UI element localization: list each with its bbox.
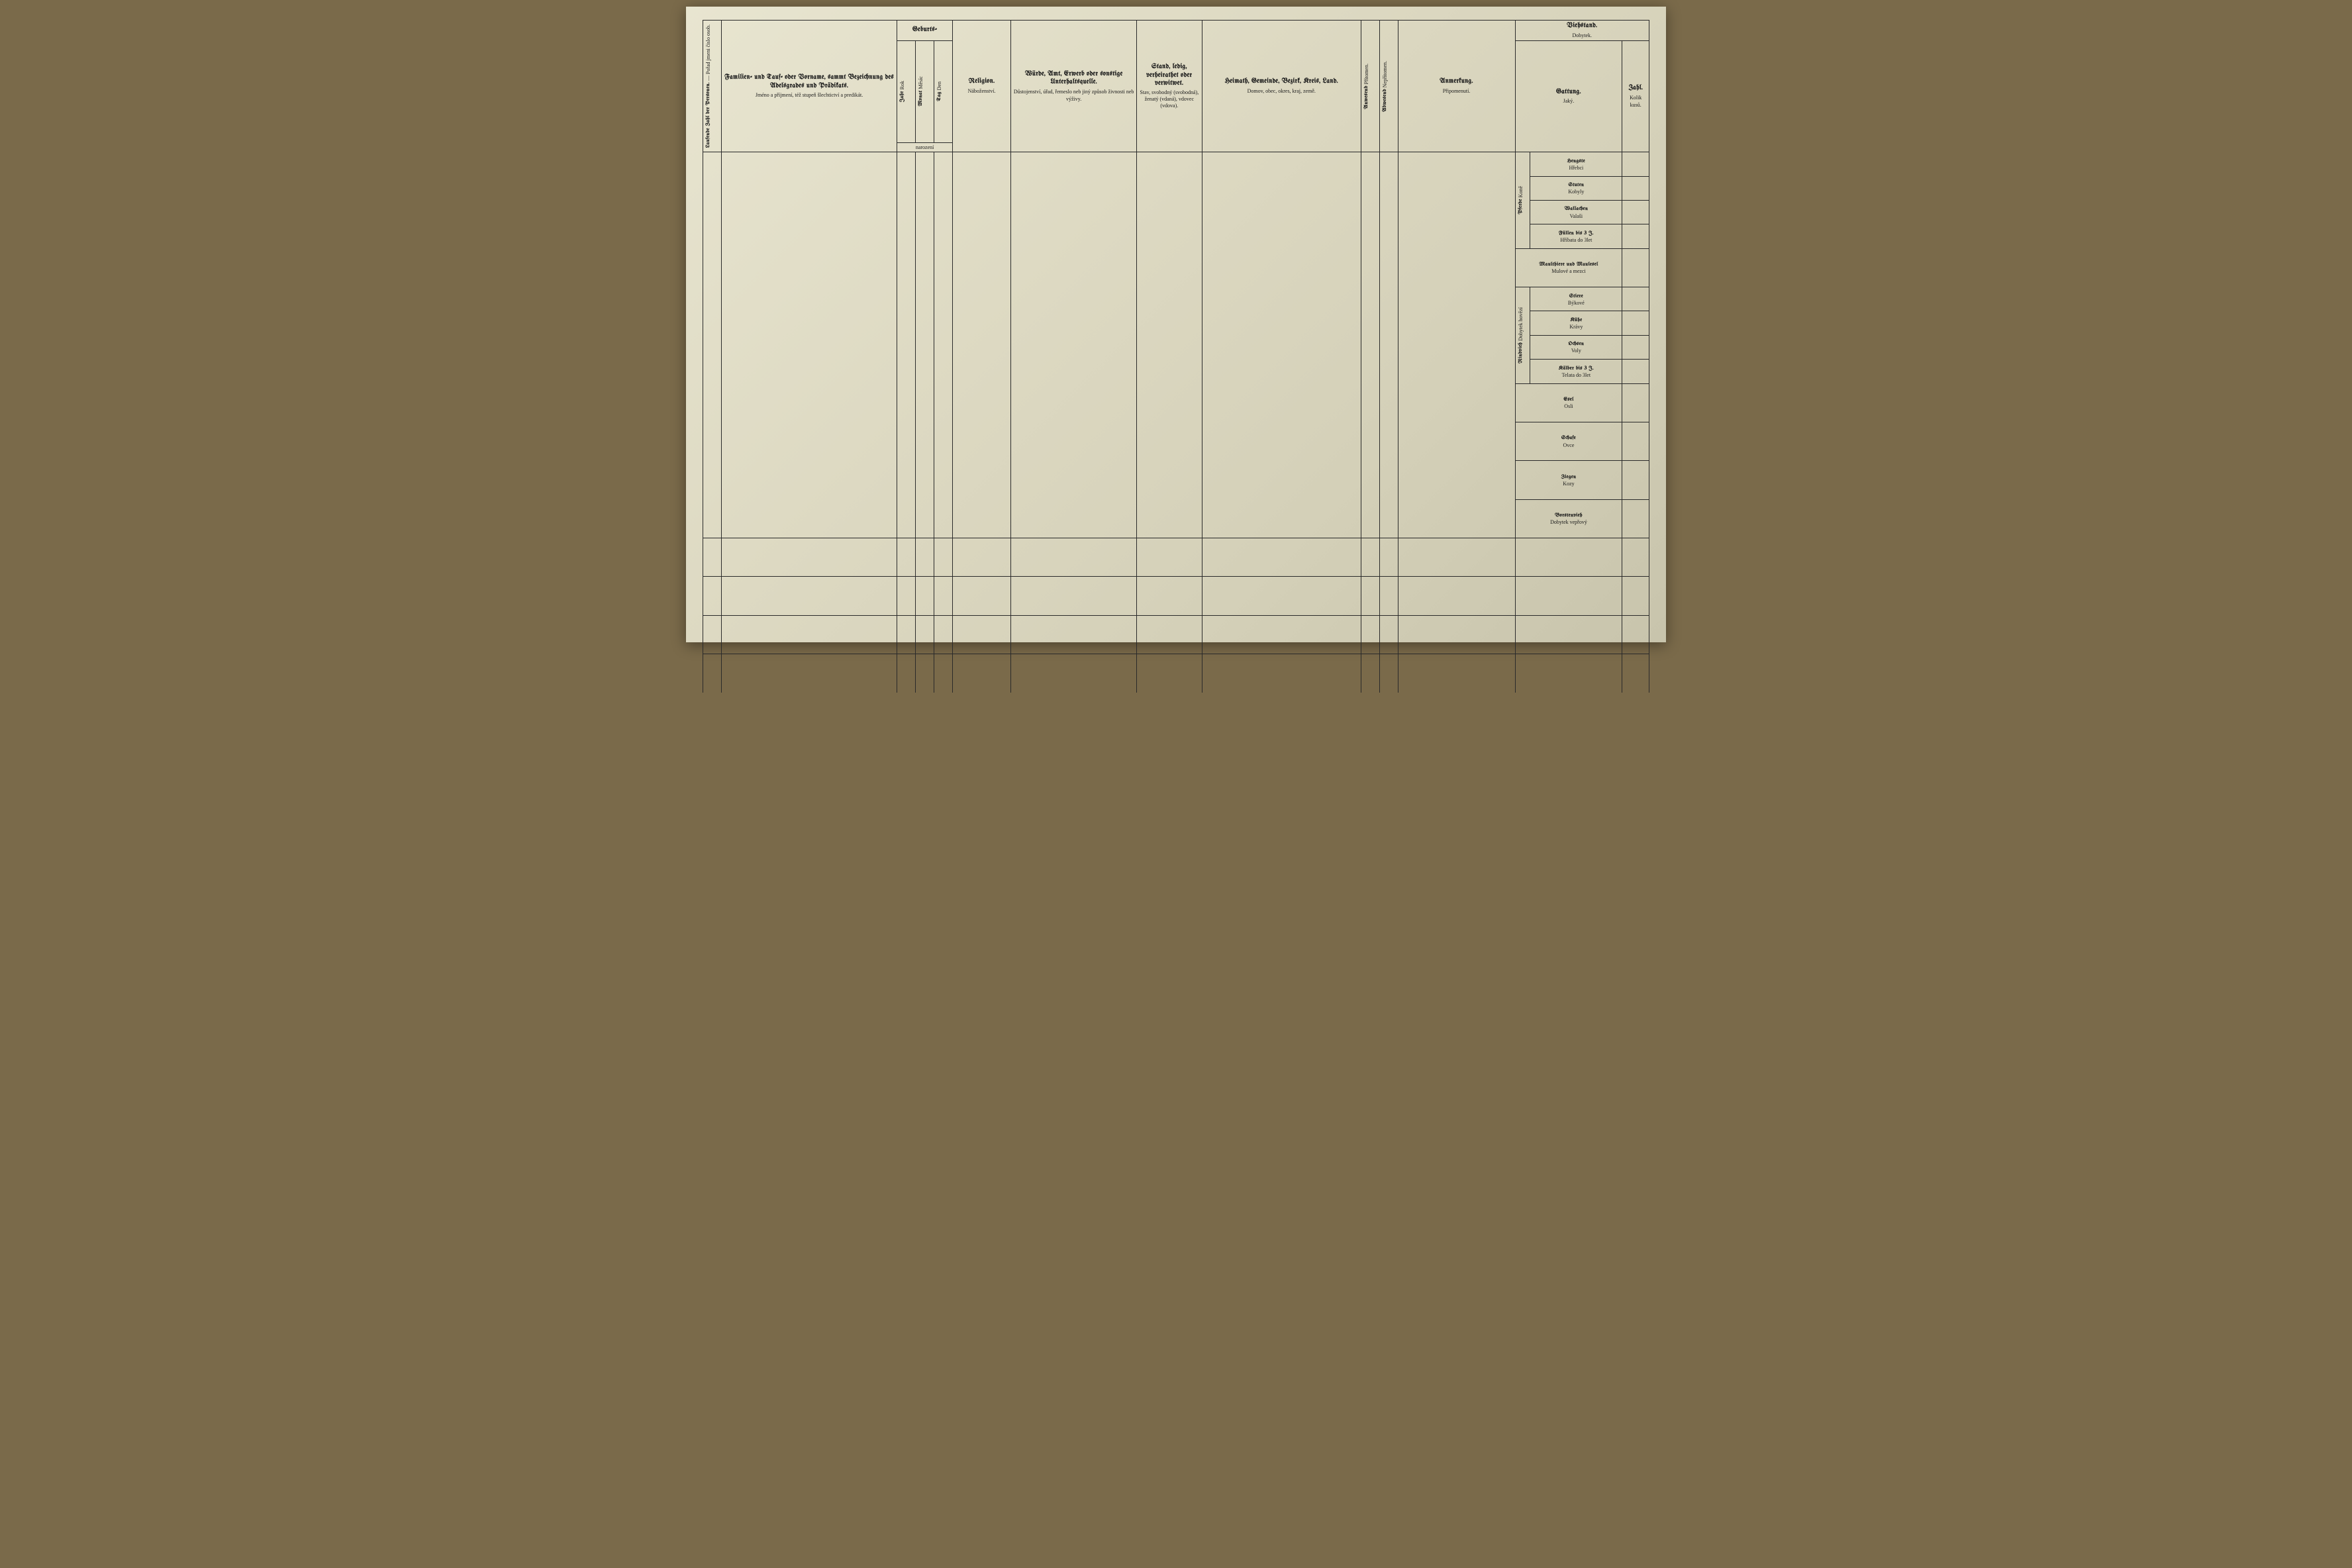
mares: StutenKobyly (1530, 176, 1622, 200)
by-de: Jahr (900, 91, 905, 102)
cattle-de: Rindvieh (1518, 342, 1524, 364)
present-de: Anwesend (1364, 85, 1369, 109)
present-cz: Přítomen. (1363, 64, 1369, 84)
count-cz: Kolik kusů. (1630, 95, 1642, 108)
cattle-group: Rindvieh Dobytek hovězí (1515, 287, 1530, 383)
census-form-sheet: Laufende Zahl der Personen. — Pořad jmen… (686, 7, 1666, 642)
col-religion: Religion. Náboženství. (952, 21, 1011, 152)
bm-de: Monat (918, 91, 924, 107)
horses-cz: Koně (1518, 186, 1524, 197)
birth-de: Geburts- (899, 26, 950, 34)
col-birth-group: Geburts- (897, 21, 952, 41)
col-birth-year: Jahr Rok (897, 40, 916, 142)
bm-cz: Měsíc (918, 76, 924, 89)
col-sequence: Laufende Zahl der Personen. — Pořad jmen… (703, 21, 722, 152)
pigs: BorstenviehDobytek vepřový (1515, 499, 1622, 538)
kind-de: Gattung. (1518, 88, 1620, 97)
seq-de: Laufende Zahl der Personen. (706, 82, 711, 148)
col-livestock-kind: Gattung. Jaký. (1515, 40, 1622, 152)
by-cz: Rok (899, 81, 905, 89)
col-birth-month: Monat Měsíc (916, 40, 934, 142)
table-row (703, 615, 1649, 654)
sheep: SchafeOvce (1515, 422, 1622, 460)
bd-de: Tag (937, 92, 942, 101)
cows: KüheKrávy (1530, 311, 1622, 335)
name-cz: Jméno a příjmení, též stupeň šlechtictví… (756, 92, 863, 98)
col-absent: Abwesend Nepřítomen. (1379, 21, 1398, 152)
table-header: Laufende Zahl der Personen. — Pořad jmen… (703, 21, 1649, 152)
col-occupation: Würde, Amt, Erwerb oder sonstige Unterha… (1011, 21, 1137, 152)
table-row (703, 538, 1649, 577)
col-note: Anmerkung. Připomenutí. (1398, 21, 1515, 152)
cattle-cz: Dobytek hovězí (1518, 307, 1524, 341)
absent-cz: Nepřítomen. (1382, 61, 1388, 87)
livestock-de: Viehstand. (1518, 22, 1647, 30)
status-cz: Stav, svobodný (svobodná), ženatý (vdaná… (1140, 89, 1199, 109)
col-status: Stand, ledig, verheirathet oder verwitwe… (1137, 21, 1202, 152)
birth-cz-label: narození (897, 142, 952, 152)
occ-cz: Důstojenství, úřad, řemeslo neb jiný způ… (1014, 89, 1134, 102)
foals: Füllen bis 3 J.Hříbata do 3let (1530, 224, 1622, 248)
count-de: Zahl. (1624, 84, 1647, 93)
occ-de: Würde, Amt, Erwerb oder sonstige Unterha… (1013, 70, 1134, 87)
col-present: Anwesend Přítomen. (1361, 21, 1379, 152)
mules: Maulthiere und MauleselMulové a mezci (1515, 248, 1622, 287)
note-cz: Připomenutí. (1443, 88, 1471, 94)
name-de: Familien- und Tauf- oder Vorname, sammt … (724, 74, 895, 90)
col-birth-day: Tag Den (934, 40, 952, 142)
home-de: Heimath, Gemeinde, Bezirk, Kreis, Land. (1204, 77, 1359, 86)
col-name: Familien- und Tauf- oder Vorname, sammt … (721, 21, 897, 152)
table-body: Pferde Koně HengsteHřebci StutenKobyly W… (703, 152, 1649, 693)
table-row (703, 577, 1649, 615)
calves: Kälber bis 3 J.Telata do 3let (1530, 360, 1622, 383)
geldings: WallachenValaši (1530, 200, 1622, 224)
table-row: Pferde Koně HengsteHřebci (703, 152, 1649, 176)
bd-cz: Den (936, 81, 942, 90)
horses-de: Pferde (1518, 199, 1524, 215)
status-de: Stand, ledig, verheirathet oder verwitwe… (1139, 63, 1200, 88)
bulls: StiereBýkové (1530, 287, 1622, 311)
livestock-cz: Dobytek. (1572, 32, 1592, 38)
col-livestock-group: Viehstand. Dobytek. (1515, 21, 1649, 41)
religion-de: Religion. (955, 77, 1009, 86)
absent-de: Abwesend (1383, 89, 1388, 112)
oxen: OchsenVoly (1530, 335, 1622, 359)
stallions: HengsteHřebci (1530, 152, 1622, 176)
note-de: Anmerkung. (1400, 77, 1513, 86)
kind-cz: Jaký. (1563, 98, 1575, 104)
religion-cz: Náboženství. (968, 88, 996, 94)
col-livestock-count: Zahl. Kolik kusů. (1622, 40, 1649, 152)
table-row (703, 654, 1649, 693)
home-cz: Domov, obec, okres, kraj, země. (1248, 88, 1316, 94)
census-table: Laufende Zahl der Personen. — Pořad jmen… (703, 20, 1649, 693)
donkeys: EselOsli (1515, 383, 1622, 422)
seq-cz: Pořad jmeni čislo osob. (705, 24, 711, 74)
horses-group: Pferde Koně (1515, 152, 1530, 248)
col-home: Heimath, Gemeinde, Bezirk, Kreis, Land. … (1202, 21, 1361, 152)
goats: ZiegenKozy (1515, 461, 1622, 499)
